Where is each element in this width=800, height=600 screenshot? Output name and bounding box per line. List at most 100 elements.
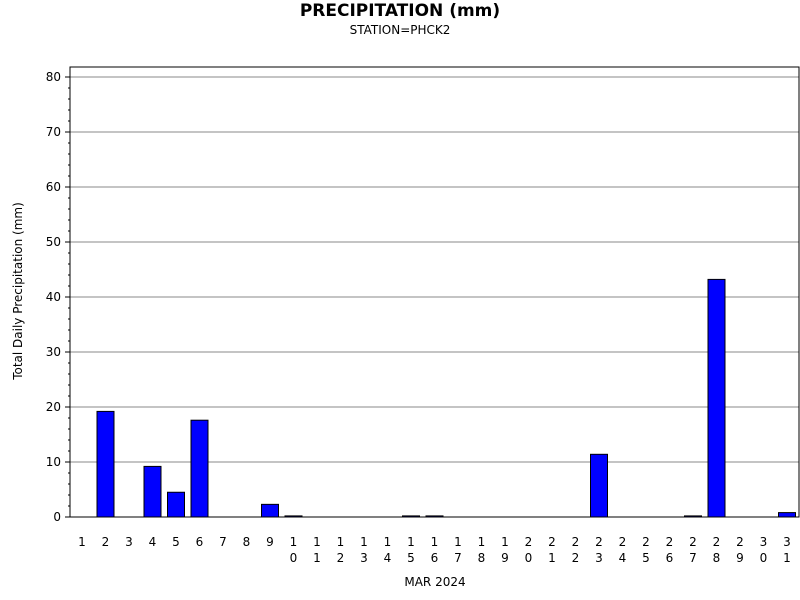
svg-text:2: 2 bbox=[595, 535, 603, 549]
x-tick-label-24: 24 bbox=[619, 535, 627, 565]
x-tick-label-15: 15 bbox=[407, 535, 415, 565]
x-tick-label-28: 28 bbox=[713, 535, 721, 565]
y-tick-label-60: 60 bbox=[46, 180, 61, 194]
x-tick-label-17: 17 bbox=[454, 535, 462, 565]
svg-text:1: 1 bbox=[313, 535, 321, 549]
y-axis-label: Total Daily Precipitation (mm) bbox=[11, 202, 25, 380]
svg-text:1: 1 bbox=[478, 535, 486, 549]
svg-text:2: 2 bbox=[642, 535, 650, 549]
svg-text:0: 0 bbox=[760, 551, 768, 565]
plot-frame bbox=[69, 66, 800, 518]
svg-text:7: 7 bbox=[454, 551, 462, 565]
svg-text:2: 2 bbox=[572, 551, 580, 565]
svg-text:5: 5 bbox=[172, 535, 180, 549]
chart-subtitle: STATION=PHCK2 bbox=[349, 23, 451, 37]
y-tick-label-10: 10 bbox=[46, 455, 61, 469]
x-tick-label-25: 25 bbox=[642, 535, 650, 565]
x-tick-label-3: 3 bbox=[125, 535, 133, 549]
y-tick-label-70: 70 bbox=[46, 125, 61, 139]
bars bbox=[96, 278, 796, 518]
svg-text:1: 1 bbox=[548, 551, 556, 565]
y-tick-label-50: 50 bbox=[46, 235, 61, 249]
svg-text:7: 7 bbox=[219, 535, 227, 549]
svg-text:2: 2 bbox=[548, 535, 556, 549]
svg-text:6: 6 bbox=[666, 551, 674, 565]
x-tick-label-16: 16 bbox=[431, 535, 439, 565]
bar-day-2 bbox=[96, 410, 115, 518]
svg-text:7: 7 bbox=[689, 551, 697, 565]
svg-text:2: 2 bbox=[713, 535, 721, 549]
svg-text:1: 1 bbox=[501, 535, 509, 549]
axes bbox=[65, 66, 800, 518]
svg-text:2: 2 bbox=[666, 535, 674, 549]
bar-day-28 bbox=[707, 278, 726, 518]
y-tick-label-40: 40 bbox=[46, 290, 61, 304]
svg-text:2: 2 bbox=[619, 535, 627, 549]
svg-text:8: 8 bbox=[243, 535, 251, 549]
svg-text:3: 3 bbox=[360, 551, 368, 565]
svg-text:1: 1 bbox=[78, 535, 86, 549]
bar-day-6 bbox=[190, 419, 209, 518]
gridlines bbox=[70, 76, 799, 463]
svg-text:5: 5 bbox=[407, 551, 415, 565]
x-tick-label-18: 18 bbox=[478, 535, 486, 565]
svg-text:3: 3 bbox=[125, 535, 133, 549]
y-tick-label-80: 80 bbox=[46, 70, 61, 84]
x-tick-label-14: 14 bbox=[384, 535, 392, 565]
svg-text:4: 4 bbox=[619, 551, 627, 565]
x-tick-label-5: 5 bbox=[172, 535, 180, 549]
svg-text:6: 6 bbox=[431, 551, 439, 565]
svg-text:0: 0 bbox=[290, 551, 298, 565]
x-tick-label-8: 8 bbox=[243, 535, 251, 549]
svg-text:1: 1 bbox=[290, 535, 298, 549]
svg-text:4: 4 bbox=[384, 551, 392, 565]
y-tick-label-0: 0 bbox=[53, 510, 61, 524]
x-tick-label-4: 4 bbox=[149, 535, 157, 549]
x-tick-label-26: 26 bbox=[666, 535, 674, 565]
x-tick-label-7: 7 bbox=[219, 535, 227, 549]
x-tick-label-1: 1 bbox=[78, 535, 86, 549]
svg-text:2: 2 bbox=[337, 551, 345, 565]
svg-text:1: 1 bbox=[360, 535, 368, 549]
y-tick-label-20: 20 bbox=[46, 400, 61, 414]
svg-text:1: 1 bbox=[407, 535, 415, 549]
x-tick-label-30: 30 bbox=[760, 535, 768, 565]
svg-text:4: 4 bbox=[149, 535, 157, 549]
svg-text:1: 1 bbox=[783, 551, 791, 565]
x-tick-label-27: 27 bbox=[689, 535, 697, 565]
svg-text:0: 0 bbox=[525, 551, 533, 565]
x-tick-label-20: 20 bbox=[525, 535, 533, 565]
svg-text:9: 9 bbox=[736, 551, 744, 565]
x-tick-label-10: 10 bbox=[290, 535, 298, 565]
x-tick-label-6: 6 bbox=[196, 535, 204, 549]
svg-text:5: 5 bbox=[642, 551, 650, 565]
svg-text:9: 9 bbox=[501, 551, 509, 565]
svg-text:1: 1 bbox=[337, 535, 345, 549]
x-tick-label-31: 31 bbox=[783, 535, 791, 565]
svg-text:3: 3 bbox=[595, 551, 603, 565]
svg-text:3: 3 bbox=[783, 535, 791, 549]
x-tick-label-2: 2 bbox=[102, 535, 110, 549]
bar-day-4 bbox=[143, 465, 162, 518]
svg-text:8: 8 bbox=[478, 551, 486, 565]
bar-day-23 bbox=[590, 453, 608, 518]
svg-text:1: 1 bbox=[431, 535, 439, 549]
svg-text:8: 8 bbox=[713, 551, 721, 565]
svg-text:6: 6 bbox=[196, 535, 204, 549]
x-tick-label-21: 21 bbox=[548, 535, 556, 565]
bar-day-9 bbox=[261, 503, 279, 518]
svg-text:2: 2 bbox=[102, 535, 110, 549]
svg-text:2: 2 bbox=[689, 535, 697, 549]
svg-text:1: 1 bbox=[454, 535, 462, 549]
svg-text:2: 2 bbox=[736, 535, 744, 549]
svg-text:3: 3 bbox=[760, 535, 768, 549]
x-tick-label-23: 23 bbox=[595, 535, 603, 565]
x-axis-label: MAR 2024 bbox=[404, 575, 466, 589]
bar-day-5 bbox=[167, 491, 185, 518]
svg-text:2: 2 bbox=[525, 535, 533, 549]
svg-text:2: 2 bbox=[572, 535, 580, 549]
svg-text:1: 1 bbox=[313, 551, 321, 565]
x-tick-label-13: 13 bbox=[360, 535, 368, 565]
